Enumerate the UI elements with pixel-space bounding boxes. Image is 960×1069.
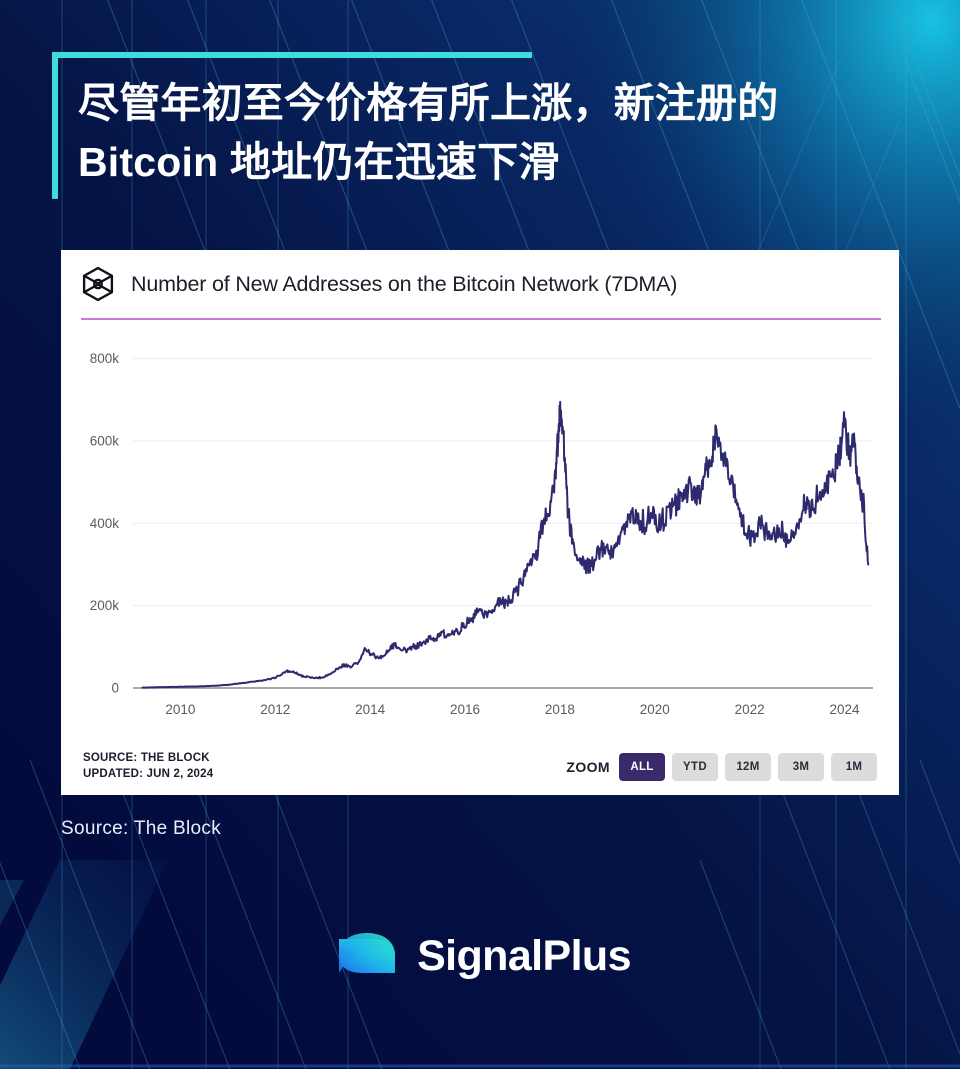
zoom-label: ZOOM [566, 759, 610, 775]
page-title: 尽管年初至今价格有所上涨，新注册的 Bitcoin 地址仍在迅速下滑 [78, 80, 779, 186]
headline-block: 尽管年初至今价格有所上涨，新注册的 Bitcoin 地址仍在迅速下滑 [52, 52, 912, 199]
svg-text:600k: 600k [90, 433, 120, 448]
source-caption: Source: The Block [61, 818, 221, 839]
svg-text:800k: 800k [90, 351, 120, 366]
zoom-range-all[interactable]: ALL [619, 753, 665, 781]
chart-title: Number of New Addresses on the Bitcoin N… [131, 271, 678, 296]
headline-bracket-left [52, 52, 58, 199]
chart-card-header: Number of New Addresses on the Bitcoin N… [61, 250, 899, 318]
zoom-range-3m[interactable]: 3M [778, 753, 824, 781]
chart-source-line: SOURCE: THE BLOCK [83, 752, 210, 765]
svg-text:2020: 2020 [640, 702, 670, 717]
svg-text:200k: 200k [90, 598, 120, 613]
brand-name: SignalPlus [417, 931, 631, 980]
zoom-range-1m[interactable]: 1M [831, 753, 877, 781]
chart-source-block: SOURCE: THE BLOCK UPDATED: JUN 2, 2024 [83, 751, 213, 782]
svg-text:2014: 2014 [355, 702, 386, 717]
zoom-range-12m[interactable]: 12M [725, 753, 771, 781]
headline-bracket-top [52, 52, 532, 58]
svg-text:0: 0 [111, 681, 119, 696]
chart-card: Number of New Addresses on the Bitcoin N… [61, 250, 899, 795]
svg-text:2012: 2012 [260, 702, 290, 717]
title-underline [81, 318, 881, 320]
svg-text:2016: 2016 [450, 702, 480, 717]
svg-text:2024: 2024 [830, 702, 861, 717]
svg-text:2018: 2018 [545, 702, 575, 717]
brand-lockup: SignalPlus [0, 925, 960, 987]
svg-text:2010: 2010 [165, 702, 195, 717]
block-cube-icon [82, 266, 114, 302]
chart-plot-area: 0 200k 400k 600k 800k 2010 2012 2014 2016 2018 202… [61, 320, 899, 740]
signalplus-wave-icon [339, 933, 396, 973]
zoom-range-ytd[interactable]: YTD [672, 753, 718, 781]
chart-updated-line: UPDATED: JUN 2, 2024 [83, 768, 214, 780]
zoom-control-group: ZOOM ALL YTD 12M 3M 1M [566, 753, 877, 781]
chart-card-footer: SOURCE: THE BLOCK UPDATED: JUN 2, 2024 Z… [61, 743, 899, 795]
line-chart: 0 200k 400k 600k 800k 2010 2012 2014 2016 2018 202… [90, 351, 873, 717]
svg-text:400k: 400k [90, 516, 120, 531]
svg-text:2022: 2022 [735, 702, 765, 717]
